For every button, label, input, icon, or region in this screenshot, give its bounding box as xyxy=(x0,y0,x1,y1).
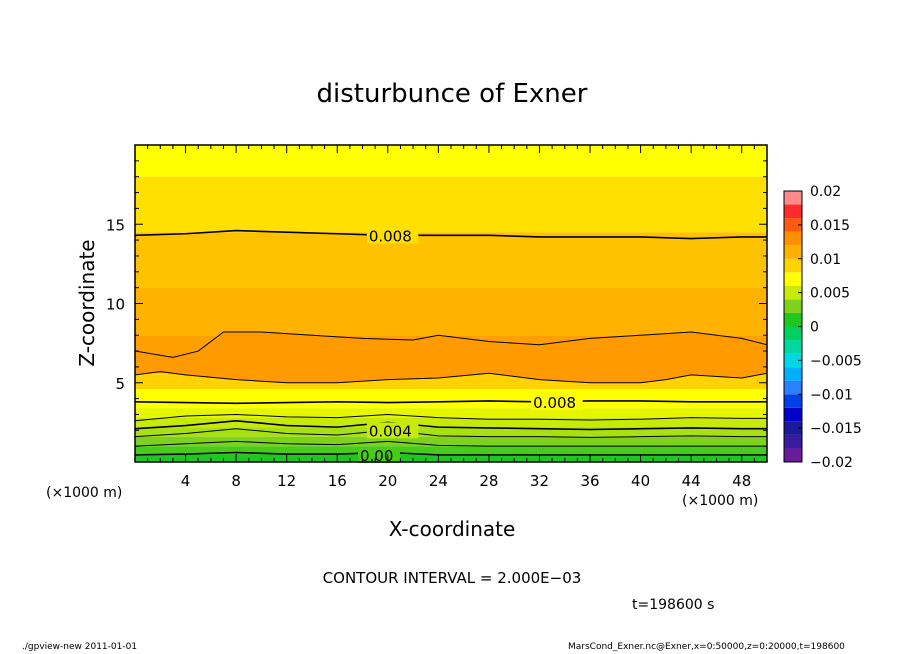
contour-label-bg-3 xyxy=(357,446,400,463)
contour-line-0 xyxy=(134,451,767,456)
x-tick-label: 12 xyxy=(277,472,296,490)
colorbar-segment xyxy=(784,448,802,462)
fill-band-11 xyxy=(135,176,767,233)
colorbar-segment xyxy=(784,421,802,435)
x-unit-left: (×1000 m) xyxy=(46,485,122,501)
x-axis-label: X-coordinate xyxy=(389,517,516,541)
contour-interval-note: CONTOUR INTERVAL = 2.000E−03 xyxy=(323,569,582,587)
colorbar-segment xyxy=(784,272,802,286)
colorbar-tick-label: −0.015 xyxy=(810,421,862,437)
x-tick-label: 4 xyxy=(181,472,191,490)
fill-band-5 xyxy=(135,408,767,418)
colorbar: 0.02 0.015 0.01 0.005 0 −0.005 −0.01 −0.015 −0.0… xyxy=(783,184,862,471)
colorbar-tick-label: −0.005 xyxy=(810,353,862,369)
x-tick-label: 48 xyxy=(732,472,751,490)
colorbar-segment xyxy=(784,312,802,327)
chart-title: disturbunce of Exner xyxy=(317,79,588,109)
x-tick-label: 20 xyxy=(378,472,397,490)
time-stamp: t=198600 s xyxy=(632,597,714,613)
colorbar-tick-label: 0.005 xyxy=(810,286,850,302)
colorbar-segment xyxy=(784,434,802,449)
footer-source-info: MarsCond_Exner.nc@Exner,x=0:50000,z=0:20… xyxy=(568,642,845,652)
colorbar-segment xyxy=(784,394,802,408)
colorbar-tick-label: −0.01 xyxy=(810,387,853,403)
fill-band-4 xyxy=(135,417,767,428)
fill-band-10 xyxy=(135,232,767,288)
x-tick-label: 16 xyxy=(328,472,347,490)
contour-label-3: 0.00 xyxy=(360,447,393,465)
fill-band-9 xyxy=(135,287,767,336)
footer-program-date: ./gpview-new 2011-01-01 xyxy=(22,642,138,652)
fill-band-2 xyxy=(135,436,767,447)
colorbar-segment xyxy=(784,326,802,341)
colorbar-tick-label: 0 xyxy=(810,320,819,336)
colorbar-segment xyxy=(784,204,802,219)
colorbar-segment xyxy=(784,367,802,381)
colorbar-tick-label: 0.01 xyxy=(810,252,841,268)
contour-label-0: 0.008 xyxy=(369,227,412,245)
fill-band-1 xyxy=(135,446,767,455)
colorbar-segment xyxy=(784,218,802,232)
contour-label-bg-2 xyxy=(366,422,419,439)
x-tick-label: 36 xyxy=(580,472,599,490)
colorbar-segment xyxy=(784,353,802,368)
y-tick-label: 5 xyxy=(115,375,125,393)
contour-line-8 xyxy=(134,229,767,240)
contour-line-2 xyxy=(134,428,767,438)
colorbar-segment xyxy=(784,299,802,313)
colorbar-tick-label: 0.02 xyxy=(810,184,841,200)
y-tick-label: 15 xyxy=(106,216,125,234)
x-tick-label: 24 xyxy=(429,472,448,490)
fill-band-12 xyxy=(135,145,767,177)
colorbar-tick-label: 0.015 xyxy=(810,218,850,234)
contour-line-1 xyxy=(134,440,767,447)
x-tick-label: 28 xyxy=(479,472,498,490)
contour-line-7 xyxy=(134,331,768,358)
contour-label-2: 0.004 xyxy=(369,422,412,440)
colorbar-segment xyxy=(784,407,802,422)
colorbar-segment xyxy=(784,245,802,259)
fill-band-6 xyxy=(135,389,767,409)
x-unit-right: (×1000 m) xyxy=(682,493,758,509)
colorbar-segment xyxy=(784,258,802,273)
contour-label-bg-0 xyxy=(366,227,419,244)
colorbar-segment xyxy=(784,231,802,246)
colorbar-segment xyxy=(784,191,802,205)
fill-core-region xyxy=(135,332,767,383)
x-tick-label: 32 xyxy=(530,472,549,490)
fill-band-3 xyxy=(135,427,767,437)
colorbar-segment xyxy=(784,380,802,395)
x-tick-label: 8 xyxy=(231,472,241,490)
contour-line-6 xyxy=(134,371,768,384)
contour-label-bg-1 xyxy=(531,393,583,410)
x-tick-label: 44 xyxy=(682,472,701,490)
plot-area: 0.008 0.008 0.004 0.00 xyxy=(134,145,768,465)
contour-line-3 xyxy=(134,419,767,431)
contour-line-4 xyxy=(134,413,767,422)
x-tick-label: 40 xyxy=(631,472,650,490)
colorbar-segment xyxy=(784,285,802,300)
colorbar-segment xyxy=(784,340,802,354)
colorbar-tick-label: −0.02 xyxy=(810,455,853,471)
contour-line-5 xyxy=(134,400,767,405)
contour-label-1: 0.008 xyxy=(533,394,576,412)
y-tick-label: 10 xyxy=(106,296,125,314)
y-axis-label: Z-coordinate xyxy=(75,239,99,366)
